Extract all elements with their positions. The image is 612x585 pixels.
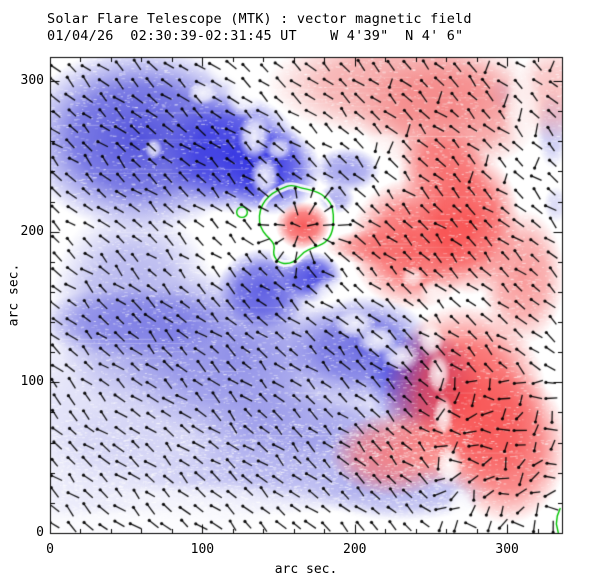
y-tick-label: 300 [20, 73, 44, 89]
y-tick-label: 200 [20, 223, 44, 239]
plot-title: Solar Flare Telescope (MTK) : vector mag… [47, 11, 472, 27]
x-tick-label: 0 [46, 542, 54, 557]
x-axis-label: arc sec. [274, 562, 338, 577]
y-tick-label: 100 [20, 374, 44, 390]
y-axis-label: arc sec. [6, 263, 22, 327]
x-tick-label: 100 [190, 542, 215, 557]
y-tick-label: 0 [36, 525, 44, 540]
x-tick-label: 300 [495, 542, 519, 557]
plot-subtitle: 01/04/26 02:30:39-02:31:45 UT W 4'39" N … [47, 28, 464, 44]
x-tick-label: 200 [343, 542, 367, 557]
